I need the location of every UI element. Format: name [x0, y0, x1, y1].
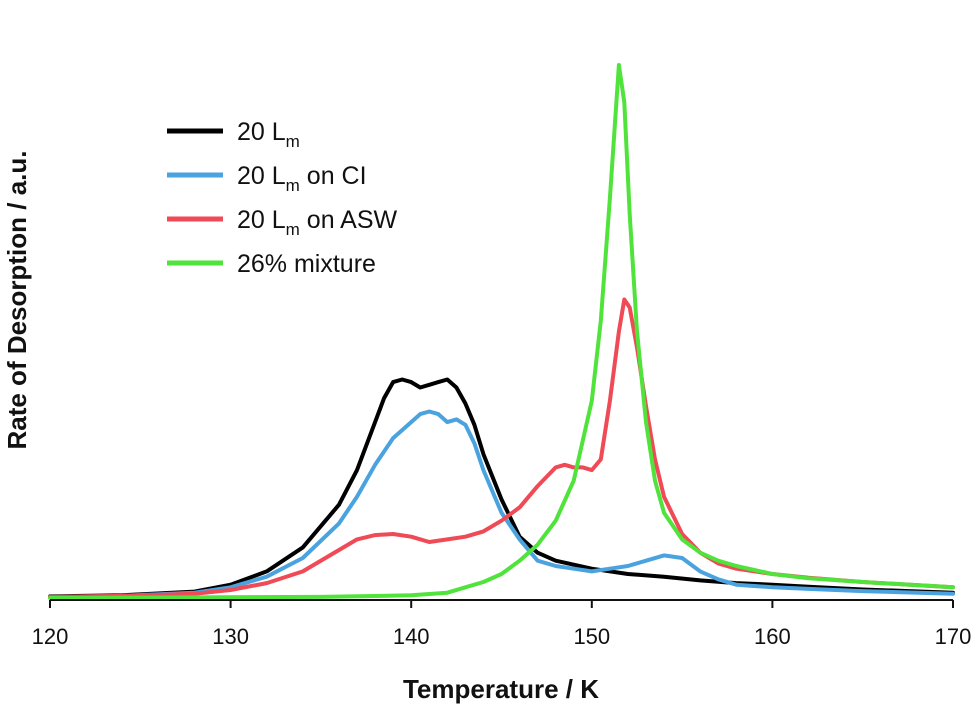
legend-label: 26% mixture [237, 250, 376, 278]
series-line [48, 409, 955, 599]
legend-label-subscript: m [286, 132, 300, 151]
series-line [48, 297, 955, 599]
legend-label-base: 26% mixture [237, 250, 376, 278]
x-axis-title: Temperature / K [403, 674, 599, 704]
x-tick-label: 140 [393, 624, 430, 649]
legend-label-base: 20 L [237, 206, 286, 234]
legend-item: 20 Lm [167, 118, 300, 151]
legend-label: 20 Lm on ASW [237, 206, 398, 239]
legend-label-suffix: on ASW [300, 206, 398, 234]
series-layer [48, 63, 955, 600]
legend-label: 20 Lm [237, 118, 300, 151]
series-line [48, 63, 955, 600]
legend-label-subscript: m [286, 220, 300, 239]
legend-label-subscript: m [286, 176, 300, 195]
x-tick-label: 170 [935, 624, 972, 649]
x-tick-label: 120 [32, 624, 69, 649]
series-line [48, 377, 955, 599]
y-axis-title: Rate of Desorption / a.u. [2, 150, 32, 449]
legend-item: 20 Lm on ASW [167, 206, 398, 239]
legend-label-base: 20 L [237, 162, 286, 190]
x-tick-label: 150 [573, 624, 610, 649]
legend-label-base: 20 L [237, 118, 286, 146]
legend-label-suffix: on CI [300, 162, 367, 190]
legend-item: 20 Lm on CI [167, 162, 367, 195]
ticks-layer: 120 130 140 150 160 170 [32, 600, 972, 649]
legend-label: 20 Lm on CI [237, 162, 367, 195]
x-tick-label: 160 [754, 624, 791, 649]
x-tick-label: 130 [212, 624, 249, 649]
legend-item: 26% mixture [167, 250, 376, 278]
